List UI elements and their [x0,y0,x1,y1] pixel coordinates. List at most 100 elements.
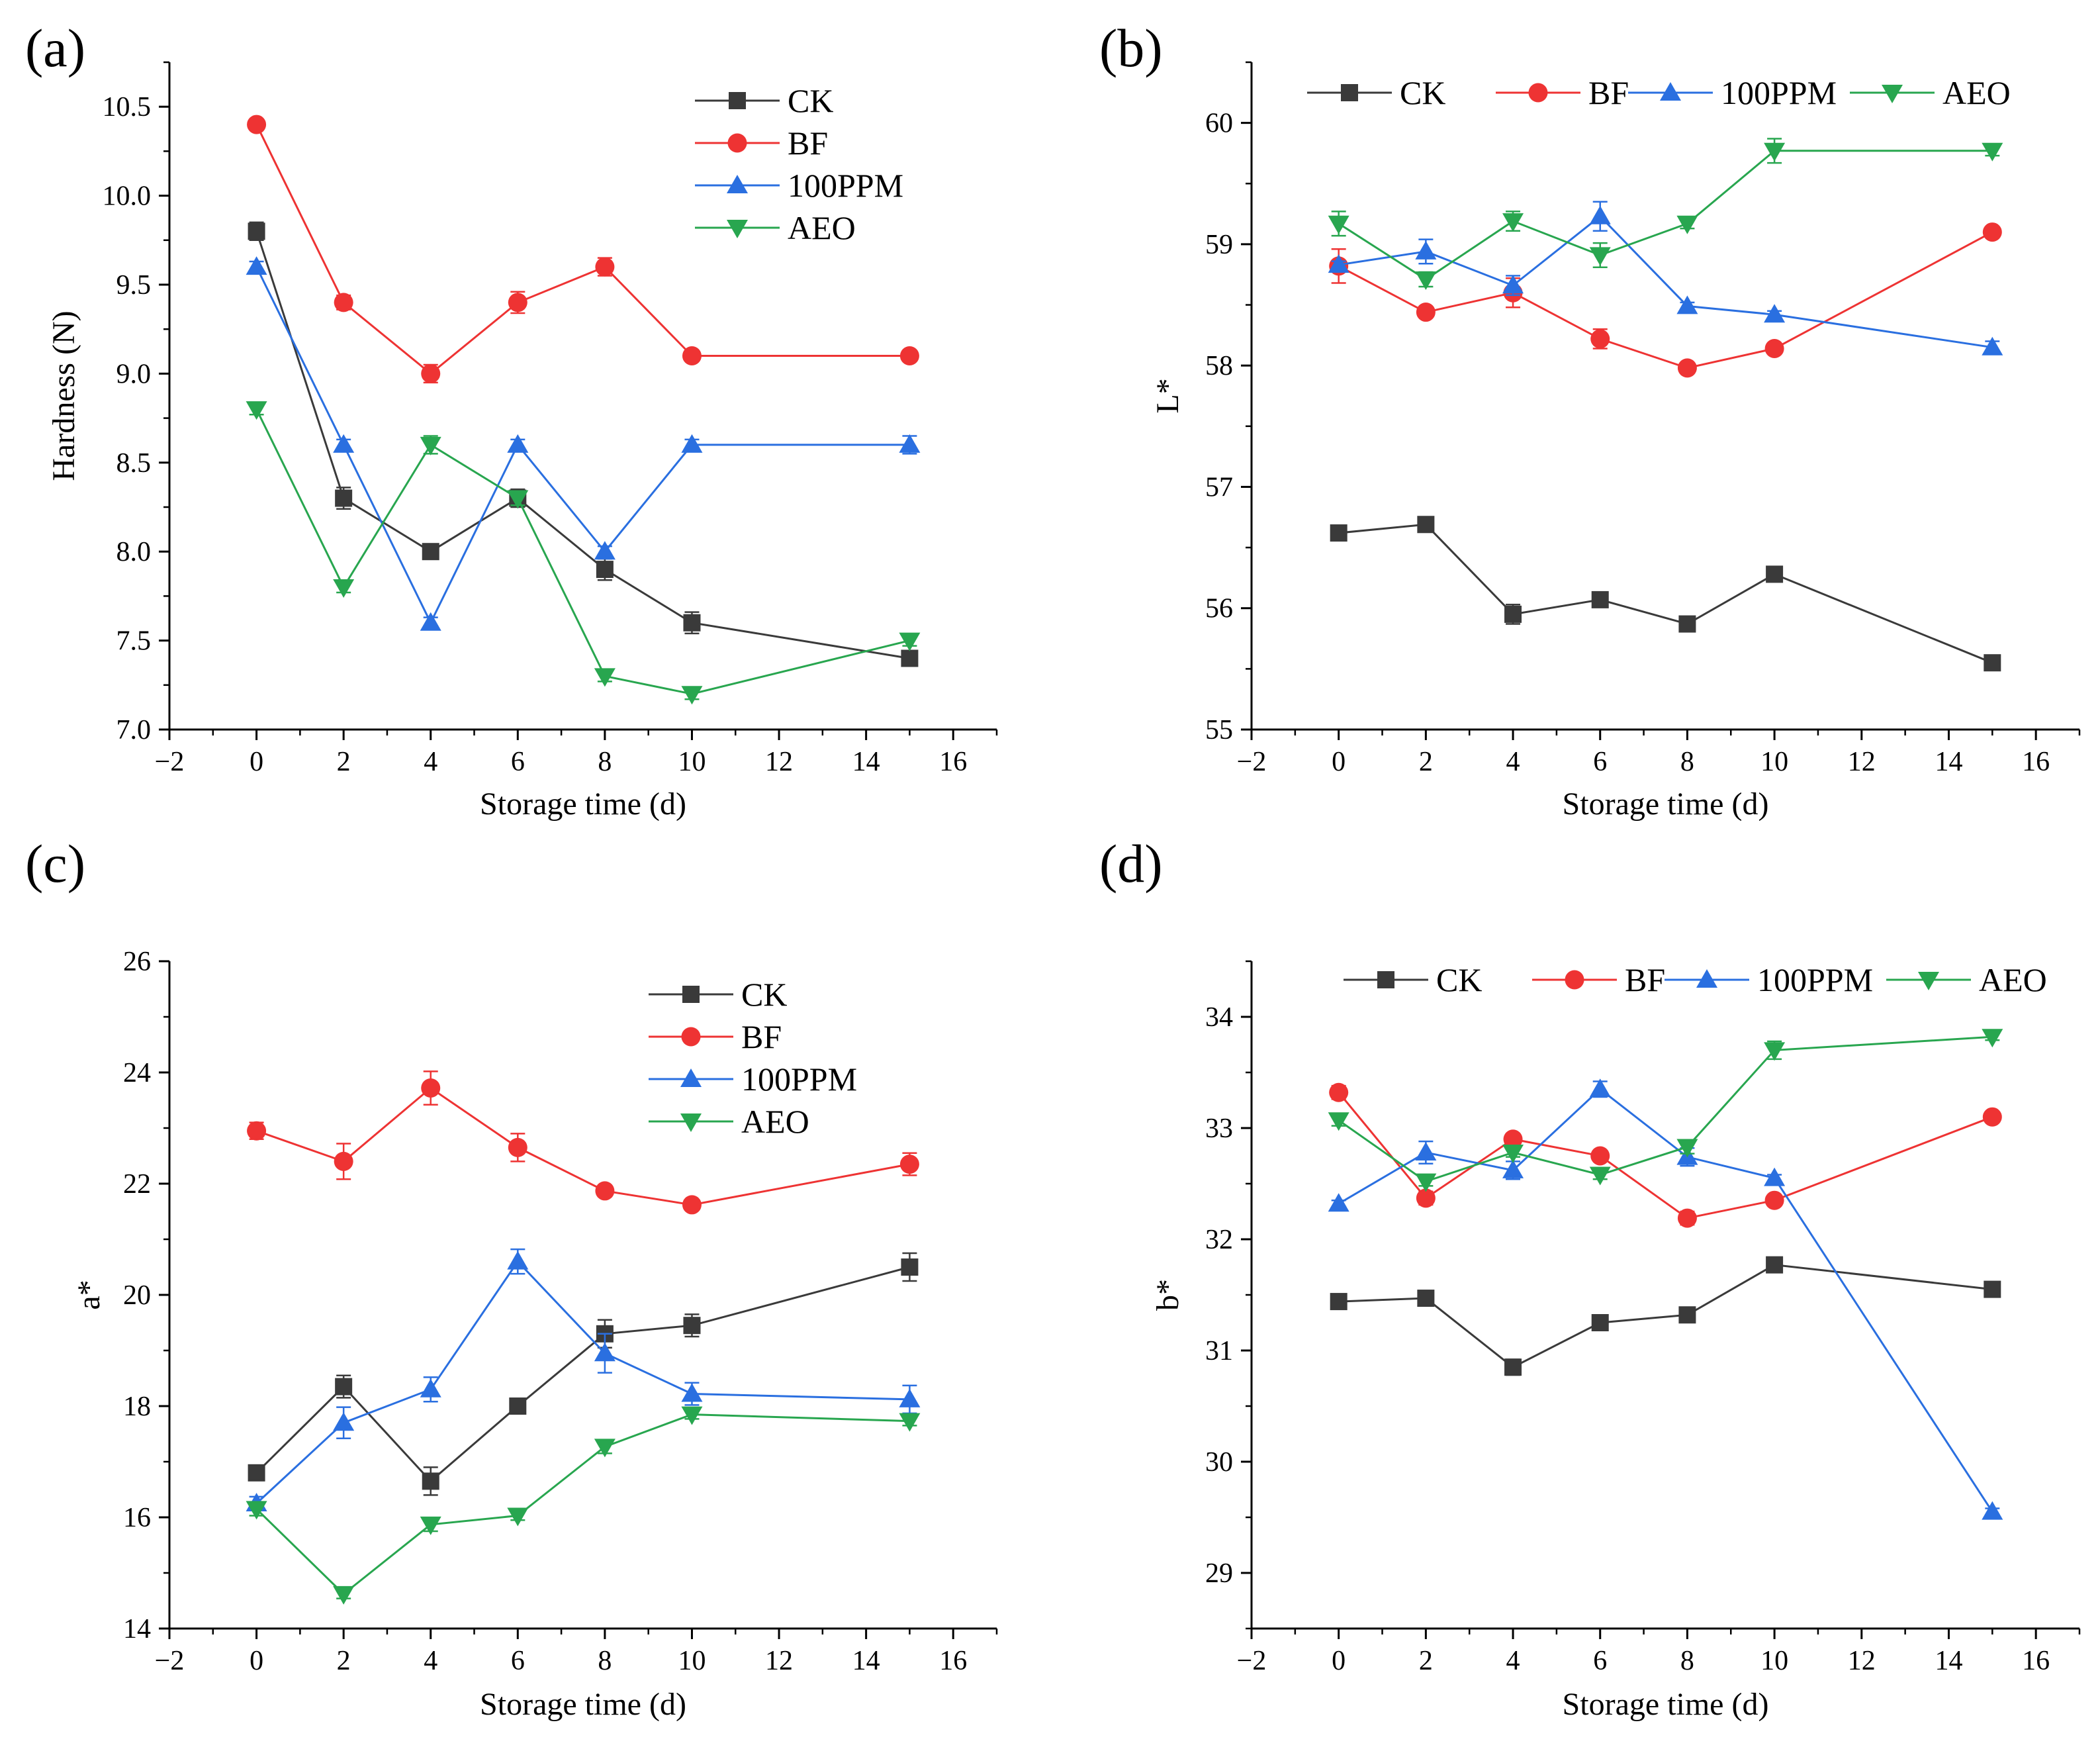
panel-a-series-ck-point [248,222,265,240]
panel-d-series-aeo-line [1338,1035,1993,1183]
panel-b-legend-label: 100PPM [1721,74,1837,111]
panel-b-series-aeo-line [1338,150,1993,281]
panel-b-series-bf-point [1416,303,1436,322]
panel-d-y-tick-label: 31 [1205,1336,1233,1366]
panel-b-legend-marker [1528,83,1548,103]
panel-c-x-tick-label: 16 [939,1646,967,1676]
panel-c-series-ck-point [335,1378,353,1396]
panel-a-y-tick-label: 7.0 [116,715,152,745]
panel-d-series-ck-point [1984,1280,2001,1298]
panel-c-series-aeo-point [333,1585,355,1605]
panel-a-x-tick-label: 0 [250,747,263,777]
panel-c-x-tick-label: 8 [598,1646,612,1676]
panel-b-x-tick-label: 2 [1419,747,1433,777]
panel-a-y-tick-label: 10.0 [103,181,152,212]
panel-b-series-aeo-point [1502,213,1524,232]
panel-a-legend-label: CK [788,82,833,119]
panel-d-series-bf-point [1677,1208,1697,1228]
panel-a-legend-label: 100PPM [788,167,903,204]
panel-b-series-100ppm-point [1502,275,1524,294]
panel-a-series-bf-point [334,293,353,312]
panel-c-series-bf-line [256,1086,910,1206]
panel-a-series-bf-point [595,257,615,277]
panel-b-x-tick-label: 16 [2022,747,2050,777]
panel-c-y-tick-label: 14 [123,1614,151,1644]
panel-b-series-100ppm-point [1764,304,1786,323]
panel-b-y-tick-label: 60 [1205,109,1233,139]
panel-d-y-tick-label: 34 [1205,1002,1233,1033]
panel-b-y-tick-label: 55 [1205,715,1233,745]
panel-d-series-aeo-point [1764,1042,1786,1061]
panel-a-x-axis-title: Storage time (d) [480,786,686,822]
panel-b-x-tick-label: 12 [1848,747,1876,777]
panel-c-series-100ppm-point [899,1388,921,1407]
panel-d-x-tick-label: 6 [1593,1646,1607,1676]
panel-a-series-100ppm-point [333,434,355,453]
panel-b-x-tick-label: 14 [1935,747,1962,777]
panel-c-series-100ppm-point [420,1378,441,1397]
panel-d-legend-item-bf: BF [1532,961,1665,998]
panel-c-series-ck-point [901,1258,919,1276]
panel-b-legend-marker [1341,84,1358,101]
panel-b-series-aeo-point [1589,247,1611,266]
panel-b-x-axis-title: Storage time (d) [1563,786,1769,822]
panel-b-letter: (b) [1099,18,1163,78]
panel-b-series-ck-point [1678,615,1696,633]
panel-d-series-100ppm-point [1328,1193,1349,1212]
panel-d-series-bf-point [1503,1129,1523,1149]
panel-d-series-100ppm-point [1982,1501,2003,1520]
panel-d-series-aeo-point [1982,1029,2003,1048]
panel-b-y-tick-label: 58 [1205,351,1233,381]
panel-a-y-tick-label: 7.5 [116,626,152,657]
panel-d-y-tick-label: 33 [1205,1113,1233,1144]
panel-c-y-tick-label: 22 [123,1169,151,1200]
panel-c-legend-label: AEO [741,1103,809,1140]
panel-c-series-ck [248,1252,919,1496]
panel-c-series-bf [247,1070,919,1215]
panel-a-series-bf [247,115,919,384]
panel-b-x-tick-label: 0 [1332,747,1346,777]
panel-a-x-tick-label: 8 [598,747,612,777]
panel-b-series-100ppm-point [1328,254,1349,273]
panel-a-x-tick-label: 16 [939,747,967,777]
panel-b-series-100ppm-line [1338,214,1993,349]
panel-c-y-tick-label: 24 [123,1058,151,1088]
panel-a-series-100ppm-point [246,256,267,275]
panel-d-series-ck-point [1504,1358,1522,1376]
panel-c-letter: (c) [25,833,85,894]
panel-b-series-aeo-point [1676,215,1698,234]
panel-b-legend-label: BF [1588,74,1629,111]
panel-b-series-aeo [1328,138,2003,291]
panel-d-x-axis-title: Storage time (d) [1563,1687,1769,1722]
panel-d-series-ck-point [1678,1306,1696,1324]
panel-c-x-tick-label: 12 [765,1646,793,1676]
panel-c-x-tick-label: 10 [678,1646,706,1676]
panel-b-series-ck-line [1338,523,1993,664]
panel-a-series-100ppm-point [594,541,616,560]
panel-c-y-tick-label: 16 [123,1503,151,1533]
panel-b: (b) −2 0 2 4 6 8 10 12 14 16 55 56 57 58 59 60 Storage ti… [1099,18,2081,822]
panel-d-x-tick-label: 14 [1935,1646,1962,1676]
panel-b-legend-item-100ppm: 100PPM [1628,74,1837,111]
panel-a-x-tick-label: 12 [765,747,793,777]
panel-a-series-bf-point [682,346,702,366]
panel-d-x-tick-label: 2 [1419,1646,1433,1676]
panel-d-y-tick-label: 32 [1205,1225,1233,1255]
panel-b-series-bf-point [1764,339,1784,359]
panel-c-series-ck-point [422,1472,439,1490]
panel-b-legend-label: AEO [1942,74,2011,111]
panel-c-series-100ppm-line [255,1260,910,1505]
panel-b-legend-marker [1660,82,1681,101]
panel-a-x-tick-label: 4 [424,747,437,777]
panel-a-series-bf-point [508,293,527,312]
panel-b-series-aeo-point [1764,142,1786,162]
panel-b-series-ck [1330,516,2001,672]
panel-c-y-tick-label: 20 [123,1280,151,1311]
panel-b-series-bf-point [1590,329,1610,349]
panel-c-series-aeo-line [255,1413,910,1595]
panel-a-legend-marker [729,92,746,109]
panel-d: (d) −2 0 2 4 6 8 10 12 14 16 29 30 31 32 33 34 Storage ti… [1099,833,2081,1722]
panel-b-series-bf-line [1338,231,1993,369]
panel-d-x-tick-label: 0 [1332,1646,1346,1676]
